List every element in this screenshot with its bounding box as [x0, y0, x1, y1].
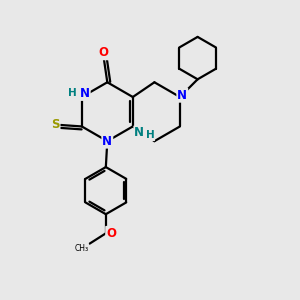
- Text: N: N: [80, 87, 90, 100]
- Text: O: O: [106, 227, 116, 240]
- Text: H: H: [146, 130, 154, 140]
- Text: O: O: [99, 46, 109, 59]
- Text: N: N: [177, 89, 187, 102]
- Text: N: N: [102, 135, 112, 148]
- Text: methoxy: methoxy: [88, 248, 94, 249]
- Text: CH₃: CH₃: [74, 244, 88, 253]
- Text: H: H: [68, 88, 77, 98]
- Text: N: N: [134, 126, 144, 140]
- Text: S: S: [51, 118, 60, 131]
